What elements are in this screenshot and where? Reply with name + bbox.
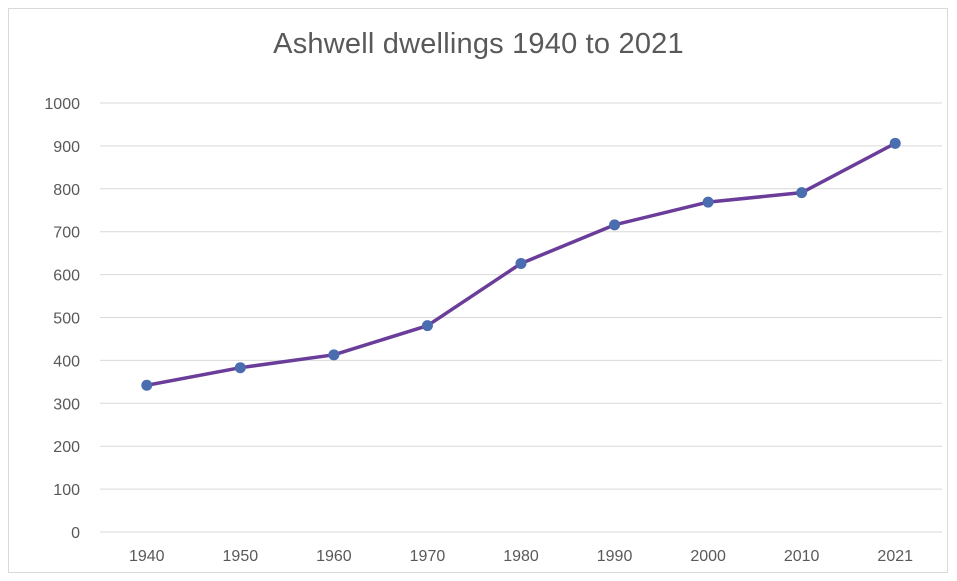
y-tick-label: 200 (53, 439, 80, 456)
data-point (889, 137, 901, 149)
y-axis-tick-labels: 0 100 200 300 400 500 600 700 800 900 1000 (44, 96, 80, 542)
data-point (421, 320, 433, 332)
x-tick-label: 1960 (316, 548, 352, 565)
x-tick-label: 1990 (597, 548, 633, 565)
y-tick-label: 100 (53, 482, 80, 499)
data-point (141, 379, 153, 391)
x-tick-label: 1950 (223, 548, 259, 565)
x-tick-label: 2000 (690, 548, 726, 565)
x-tick-label: 1980 (503, 548, 539, 565)
y-tick-label: 700 (53, 225, 80, 242)
x-tick-label: 2010 (784, 548, 820, 565)
chart-title: Ashwell dwellings 1940 to 2021 (273, 28, 684, 60)
gridlines (100, 102, 942, 533)
y-tick-label: 300 (53, 396, 80, 413)
data-point (515, 257, 527, 269)
y-tick-label: 900 (53, 139, 80, 156)
data-point (609, 219, 621, 231)
y-tick-label: 1000 (44, 96, 80, 113)
y-tick-label: 0 (71, 525, 80, 542)
y-tick-label: 500 (53, 311, 80, 328)
data-point (796, 187, 808, 199)
data-point (702, 196, 714, 208)
data-point (328, 349, 340, 361)
x-tick-label: 1940 (129, 548, 165, 565)
y-tick-label: 400 (53, 353, 80, 370)
data-point (234, 362, 246, 374)
x-tick-label: 2021 (877, 548, 913, 565)
y-tick-label: 600 (53, 268, 80, 285)
x-tick-label: 1970 (410, 548, 446, 565)
y-tick-label: 800 (53, 182, 80, 199)
data-points (141, 137, 901, 391)
x-axis-tick-labels: 1940 1950 1960 1970 1980 1990 2000 2010 2021 (129, 548, 913, 565)
